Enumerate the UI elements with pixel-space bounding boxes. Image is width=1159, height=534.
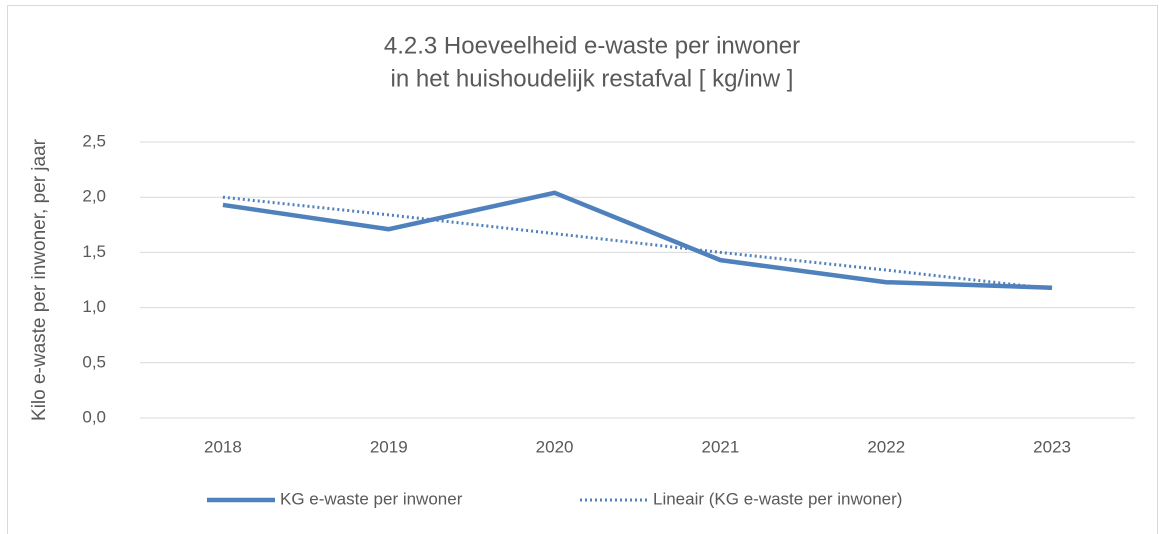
chart-frame [7,5,1158,534]
legend-label: Lineair (KG e-waste per inwoner) [653,489,902,508]
x-tick-label: 2019 [370,437,408,456]
x-tick-label: 2023 [1033,437,1071,456]
y-tick-label: 2,0 [82,187,106,206]
y-tick-label: 1,5 [82,242,106,261]
data-line [222,190,1053,290]
y-tick-label: 0,5 [82,352,106,371]
y-axis-label: Kilo e-waste per inwoner, per jaar [29,138,50,421]
chart-title: 4.2.3 Hoeveelheid e-waste per inwoner [384,32,800,59]
x-tick-label: 2020 [536,437,574,456]
x-tick-label: 2018 [204,437,242,456]
data-line [222,195,1053,291]
y-tick-label: 1,0 [82,297,106,316]
y-tick-label: 0,0 [82,407,106,426]
y-tick-label: 2,5 [82,131,106,150]
legend-label: KG e-waste per inwoner [280,489,463,508]
chart-title: in het huishoudelijk restafval [ kg/inw … [391,65,794,92]
x-tick-label: 2022 [867,437,905,456]
x-tick-label: 2021 [702,437,740,456]
